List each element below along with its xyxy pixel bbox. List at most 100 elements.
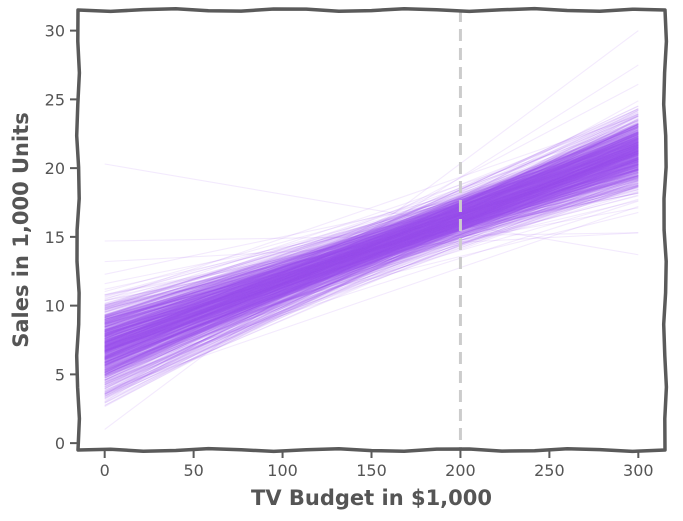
regression-line [104, 132, 639, 347]
regression-line [104, 135, 639, 342]
regression-line [104, 123, 639, 356]
regression-line [104, 154, 639, 345]
regression-line [104, 154, 639, 319]
regression-line [104, 144, 639, 335]
regression-line [104, 158, 639, 388]
regression-line [104, 129, 639, 399]
regression-line [104, 157, 639, 348]
regression-line [104, 156, 639, 355]
regression-line [104, 120, 639, 328]
regression-line [104, 113, 639, 326]
regression-line [104, 160, 639, 344]
regression-line [104, 152, 639, 340]
regression-line [104, 140, 639, 323]
regression-line [104, 166, 639, 328]
regression-line [104, 153, 639, 345]
regression-line [104, 142, 639, 357]
regression-line [104, 172, 639, 335]
regression-line [104, 191, 639, 349]
regression-line [104, 192, 639, 296]
regression-line [104, 111, 639, 340]
regression-line [104, 156, 639, 331]
regression-line [104, 154, 639, 349]
regression-line [104, 151, 639, 352]
regression-line [104, 182, 639, 341]
regression-line [104, 148, 639, 328]
regression-line [104, 160, 639, 329]
regression-line [104, 147, 639, 384]
regression-line [104, 152, 639, 374]
regression-line [104, 131, 639, 376]
regression-line [104, 173, 639, 351]
regression-line [104, 184, 639, 308]
regression-line [104, 164, 639, 348]
regression-line [104, 169, 639, 340]
regression-line [104, 157, 639, 323]
regression-line [104, 174, 639, 338]
regression-line [104, 136, 639, 352]
regression-line [104, 178, 639, 324]
regression-line [104, 184, 639, 334]
regression-line [104, 173, 639, 374]
regression-line [104, 129, 639, 332]
regression-line [104, 160, 639, 333]
regression-line [104, 168, 639, 353]
regression-line [104, 163, 639, 353]
regression-line [104, 119, 639, 349]
regression-line [104, 159, 639, 349]
regression-line [104, 150, 639, 351]
regression-line [104, 153, 639, 355]
regression-line [104, 177, 639, 331]
regression-line [104, 134, 639, 365]
regression-line [104, 145, 639, 366]
regression-line [104, 185, 639, 361]
regression-line [104, 166, 639, 317]
regression-line [104, 151, 639, 352]
regression-line [104, 171, 639, 372]
regression-line [104, 177, 639, 320]
regression-line [104, 172, 639, 326]
regression-line [104, 176, 639, 382]
regression-line [104, 159, 639, 369]
regression-line [104, 138, 639, 324]
regression-line [104, 141, 639, 351]
regression-line [104, 142, 639, 400]
regression-line [104, 126, 639, 334]
regression-line [104, 185, 639, 360]
regression-line [104, 174, 639, 331]
regression-line [104, 186, 639, 366]
regression-line [104, 124, 639, 359]
regression-line [104, 143, 639, 336]
regression-line [104, 109, 639, 395]
regression-line [104, 187, 639, 323]
regression-line [104, 136, 639, 403]
regression-line [104, 125, 639, 347]
regression-line [104, 163, 639, 304]
regression-line [104, 165, 639, 310]
y-tick-label: 30 [45, 22, 65, 41]
regression-line [104, 170, 639, 345]
regression-line [104, 132, 639, 318]
regression-line [104, 146, 639, 352]
regression-line [104, 149, 639, 328]
regression-line [104, 141, 639, 352]
regression-line [104, 147, 639, 351]
regression-line [104, 146, 639, 324]
regression-line [104, 135, 639, 359]
regression-line [104, 162, 639, 331]
regression-line [104, 153, 639, 347]
regression-line [104, 134, 639, 359]
regression-line [104, 163, 639, 360]
regression-line [104, 123, 639, 392]
regression-line [104, 146, 639, 333]
regression-line [104, 127, 639, 374]
regression-line [104, 133, 639, 366]
regression-line [104, 154, 639, 364]
regression-line [104, 162, 639, 378]
regression-line [104, 168, 639, 338]
regression-line [104, 165, 639, 336]
regression-line [104, 151, 639, 350]
regression-line [104, 139, 639, 367]
regression-line [104, 142, 639, 362]
regression-line [104, 145, 639, 351]
